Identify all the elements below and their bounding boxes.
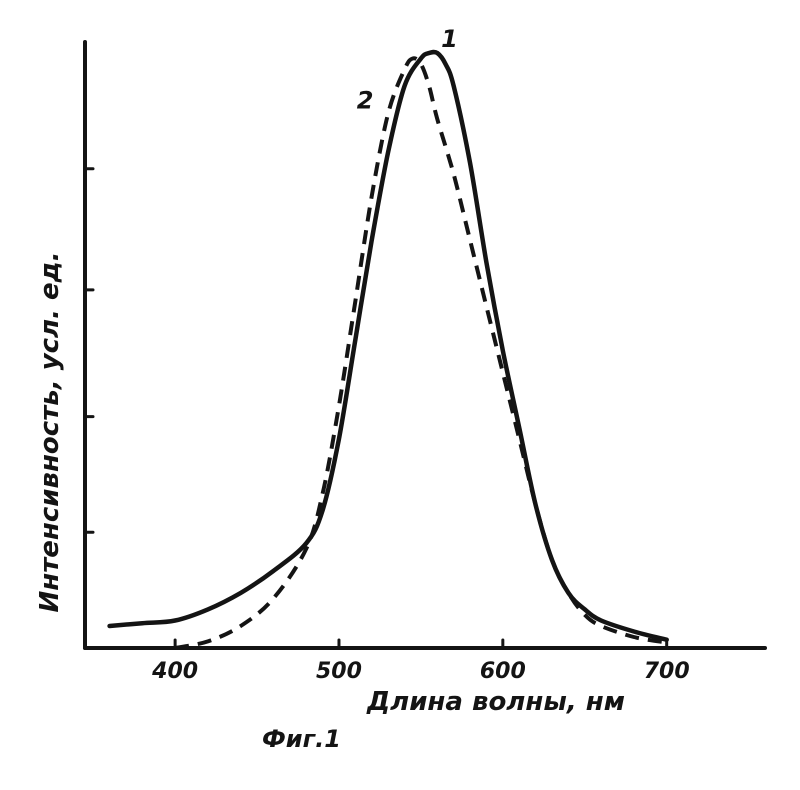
series-label-1: 1 — [441, 25, 458, 53]
x-tick-label-400: 400 — [151, 659, 198, 684]
series-line-2 — [175, 58, 667, 648]
series-label-2: 2 — [357, 87, 374, 115]
x-tick-labels: 400 500 600 700 — [151, 659, 690, 684]
series-layer — [110, 52, 667, 648]
series-line-1 — [110, 52, 667, 640]
series-labels: 12 — [357, 25, 458, 115]
x-tick-label-700: 700 — [644, 659, 690, 684]
x-tick-label-600: 600 — [480, 659, 526, 684]
chart-axes — [85, 42, 765, 648]
x-tick-label-500: 500 — [316, 659, 362, 684]
x-axis-title: Длина волны, нм — [366, 687, 625, 717]
figure-caption: Фиг.1 — [262, 725, 341, 753]
y-axis-title: Интенсивность, усл. ед. — [35, 252, 65, 613]
